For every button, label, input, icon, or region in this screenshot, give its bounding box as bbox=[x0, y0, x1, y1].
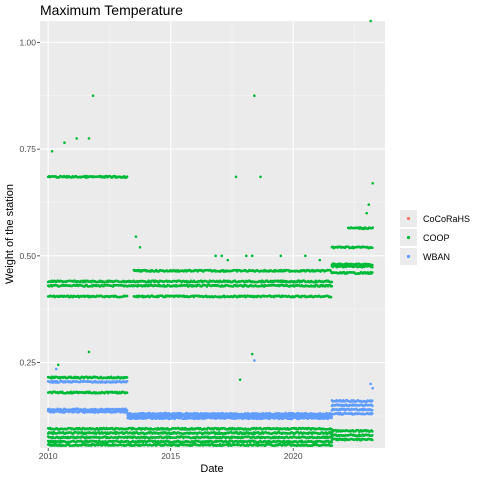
grid-minor bbox=[40, 21, 385, 448]
data-point bbox=[371, 434, 374, 437]
data-point bbox=[371, 430, 374, 433]
y-tick-label: 0.25 bbox=[19, 358, 36, 368]
data-point bbox=[371, 265, 374, 269]
data-point bbox=[371, 408, 374, 412]
data-point bbox=[125, 391, 129, 395]
data-point bbox=[75, 137, 78, 140]
legend: CoCoRaHS COOP WBAN bbox=[400, 210, 470, 265]
data-point bbox=[244, 254, 248, 258]
series-coop bbox=[46, 19, 375, 448]
grid-major bbox=[40, 21, 385, 448]
data-point bbox=[330, 440, 334, 444]
data-point bbox=[318, 258, 322, 262]
data-point bbox=[125, 379, 129, 383]
data-point bbox=[329, 295, 333, 299]
data-point bbox=[371, 404, 374, 408]
y-tick-label: 1.00 bbox=[19, 37, 36, 47]
data-point bbox=[371, 271, 374, 274]
legend-key-cocorahs bbox=[406, 216, 411, 221]
chart-title: Maximum Temperature bbox=[40, 2, 183, 18]
data-point bbox=[253, 359, 256, 362]
data-point bbox=[220, 254, 224, 258]
data-point bbox=[371, 386, 375, 390]
y-tick-label: 0.50 bbox=[19, 251, 36, 261]
data-point bbox=[330, 284, 334, 288]
x-axis-title: Date bbox=[200, 463, 223, 475]
data-point bbox=[125, 175, 129, 178]
data-point bbox=[304, 254, 307, 258]
data-point bbox=[138, 246, 142, 249]
data-point bbox=[250, 254, 254, 258]
data-point bbox=[214, 254, 217, 258]
data-point bbox=[87, 350, 91, 354]
data-point bbox=[371, 246, 374, 250]
data-point bbox=[371, 263, 374, 267]
data-point bbox=[63, 141, 66, 144]
data-point bbox=[371, 181, 375, 185]
data-point bbox=[134, 235, 138, 238]
legend-key-wban bbox=[406, 254, 411, 259]
data-point bbox=[91, 94, 95, 98]
data-point bbox=[330, 280, 334, 284]
y-tick-label: 0.75 bbox=[19, 144, 36, 154]
data-point bbox=[371, 226, 374, 229]
data-point bbox=[371, 399, 374, 402]
series-wban bbox=[46, 359, 375, 421]
data-point bbox=[57, 363, 60, 367]
data-point bbox=[125, 411, 129, 414]
data-points bbox=[46, 19, 375, 448]
y-axis: 0.25 0.50 0.75 1.00 bbox=[19, 37, 40, 368]
y-axis-title: Weight of the station bbox=[4, 184, 16, 284]
data-point bbox=[87, 137, 91, 140]
data-point bbox=[259, 175, 262, 179]
legend-label-cocorahs: CoCoRaHS bbox=[423, 214, 470, 224]
legend-label-coop: COOP bbox=[423, 233, 450, 243]
x-axis: 2010 2015 2020 bbox=[39, 448, 303, 461]
data-point bbox=[365, 211, 368, 215]
data-point bbox=[279, 254, 283, 258]
data-point bbox=[330, 444, 334, 447]
data-point bbox=[367, 203, 371, 206]
data-point bbox=[371, 412, 374, 415]
x-tick-label: 2010 bbox=[39, 451, 58, 461]
data-point bbox=[226, 258, 230, 262]
plot-panel bbox=[40, 21, 385, 448]
data-point bbox=[369, 19, 372, 23]
x-tick-label: 2020 bbox=[284, 451, 303, 461]
data-point bbox=[238, 378, 242, 381]
data-point bbox=[253, 94, 256, 98]
legend-key-coop bbox=[406, 235, 411, 240]
data-point bbox=[330, 416, 333, 420]
data-point bbox=[369, 382, 372, 386]
data-point bbox=[125, 376, 129, 379]
data-point bbox=[54, 367, 58, 371]
data-point bbox=[250, 352, 254, 356]
legend-label-wban: WBAN bbox=[423, 252, 450, 262]
x-tick-label: 2015 bbox=[161, 451, 180, 461]
data-point bbox=[371, 438, 374, 442]
data-point bbox=[125, 294, 129, 298]
data-point bbox=[234, 175, 238, 179]
data-point bbox=[50, 149, 54, 153]
